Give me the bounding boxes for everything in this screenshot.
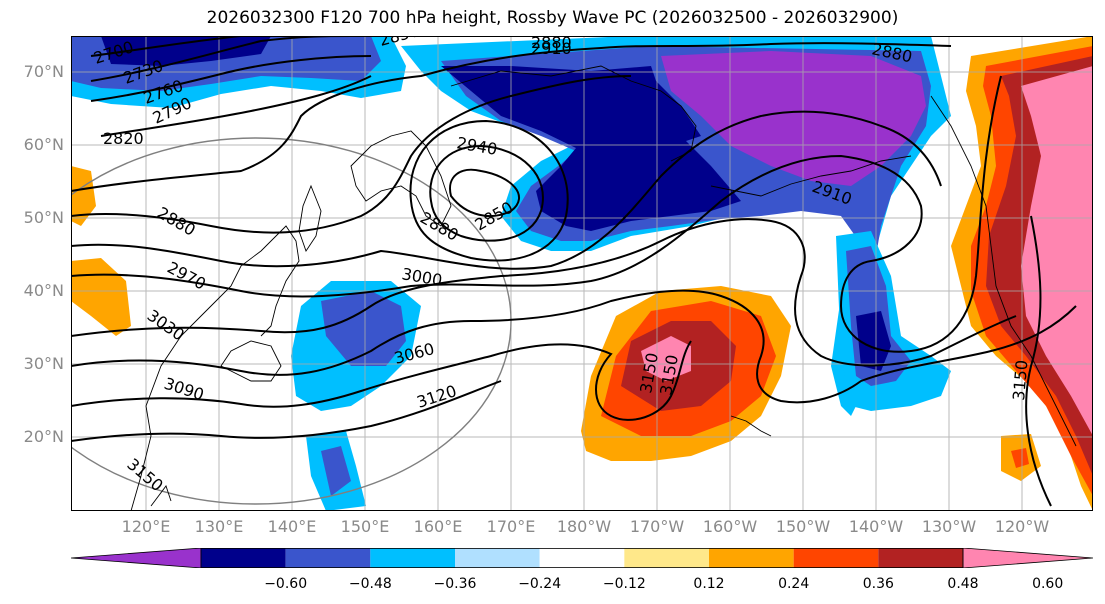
lat-label: 70°N bbox=[23, 62, 64, 81]
lat-label: 40°N bbox=[23, 281, 64, 300]
colorbar-tick-label: −0.48 bbox=[348, 576, 392, 592]
lat-label: 60°N bbox=[23, 135, 64, 154]
colorbar-segment bbox=[455, 548, 540, 568]
contour-label: 3150 bbox=[1009, 359, 1031, 401]
lon-label: 120°E bbox=[121, 517, 171, 536]
colorbar-tick-label: 0.60 bbox=[1032, 576, 1064, 592]
lon-label: 140°E bbox=[267, 517, 317, 536]
lat-label: 50°N bbox=[23, 208, 64, 227]
colorbar-tick-label: 0.24 bbox=[778, 576, 810, 592]
lon-label: 180°W bbox=[556, 517, 612, 536]
map-panel: 2700 2730 2760 2790 2820 2850 2880 2910 … bbox=[71, 36, 1093, 511]
colorbar-segment bbox=[201, 548, 286, 568]
colorbar-tick-label: 0.48 bbox=[947, 576, 979, 592]
map-plot: 2700 2730 2760 2790 2820 2850 2880 2910 … bbox=[71, 36, 1093, 511]
colorbar-tick-label: 0.36 bbox=[862, 576, 894, 592]
lon-label: 150°W bbox=[775, 517, 831, 536]
colorbar-segment bbox=[878, 548, 963, 568]
lon-label: 170°W bbox=[629, 517, 685, 536]
reference-circle bbox=[71, 137, 512, 505]
lat-label: 30°N bbox=[23, 354, 64, 373]
map-title: 2026032300 F120 700 hPa height, Rossby W… bbox=[206, 8, 899, 28]
colorbar-segment bbox=[370, 548, 455, 568]
colorbar-segment bbox=[539, 548, 625, 568]
contour-label: 2880 bbox=[531, 36, 572, 52]
lon-label: 160°E bbox=[413, 517, 463, 536]
lon-label: 120°W bbox=[994, 517, 1050, 536]
colorbar-segment bbox=[709, 548, 794, 568]
colorbar-tick-label: −0.12 bbox=[602, 576, 646, 592]
contour-label: 2820 bbox=[103, 129, 144, 148]
lon-label: 160°W bbox=[702, 517, 758, 536]
warm-anomaly-west bbox=[71, 166, 96, 226]
lat-label: 20°N bbox=[23, 427, 64, 446]
colorbar-extend-high bbox=[962, 548, 1093, 568]
coastlines bbox=[130, 65, 1077, 511]
contour-label: 2910 bbox=[531, 39, 572, 58]
colorbar-tick-label: −0.24 bbox=[518, 576, 562, 592]
colorbar-tick-label: −0.36 bbox=[433, 576, 477, 592]
lon-label: 130°E bbox=[194, 517, 244, 536]
lon-label: 130°W bbox=[921, 517, 977, 536]
colorbar bbox=[71, 548, 1093, 568]
lon-label: 150°E bbox=[340, 517, 390, 536]
colorbar-segment bbox=[793, 548, 879, 568]
lon-label: 170°E bbox=[486, 517, 536, 536]
height-contours bbox=[71, 36, 1077, 507]
colorbar-tick-label: −0.60 bbox=[264, 576, 308, 592]
colorbar-extend-low bbox=[71, 548, 202, 568]
colorbar-segment bbox=[285, 548, 371, 568]
colorbar-segment bbox=[624, 548, 709, 568]
lon-label: 140°W bbox=[848, 517, 904, 536]
colorbar-tick-label: 0.12 bbox=[693, 576, 725, 592]
